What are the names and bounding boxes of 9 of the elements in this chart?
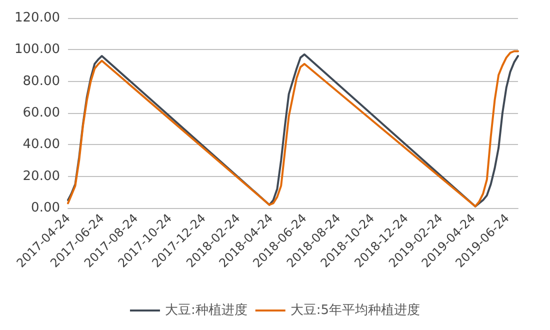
legend-label: 大豆:5年平均种植进度	[290, 302, 420, 318]
y-tick-label: 0.00	[31, 200, 60, 216]
y-tick-label: 120.00	[14, 10, 60, 26]
y-tick-label: 60.00	[22, 106, 60, 120]
y-tick-label: 20.00	[22, 168, 60, 184]
y-tick-label: 100.00	[14, 42, 60, 58]
y-tick-label: 80.00	[22, 74, 60, 89]
y-tick-label: 40.00	[22, 137, 60, 152]
legend-label: 大豆:种植进度	[164, 302, 248, 318]
